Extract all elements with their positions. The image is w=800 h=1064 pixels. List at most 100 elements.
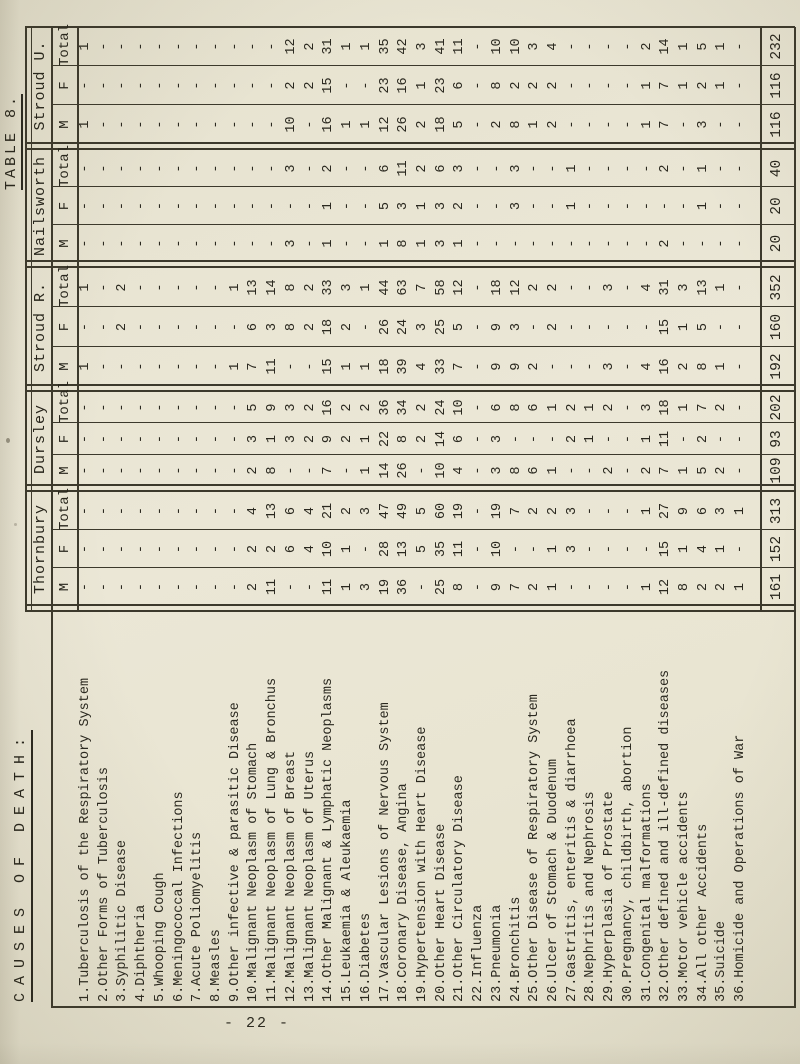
death-count-cell: - [152,239,168,248]
death-count-cell: 2 [639,466,655,475]
death-count-cell: - [733,362,749,371]
death-count-cell: 14 [377,462,393,479]
death-count-cell: 2 [602,403,618,412]
death-count-cell: 3 [283,164,299,173]
death-count-cell: 3 [489,466,505,475]
death-count-cell: - [583,201,599,211]
death-count-cell: - [227,322,243,332]
death-count-cell: - [171,322,187,332]
death-count-cell: 14 [433,430,449,448]
death-count-cell: 1 [677,81,693,90]
death-count-cell: - [190,120,206,129]
death-count-cell: - [115,239,131,248]
death-count-cell: - [190,362,206,371]
sex-column-header: Total [57,144,73,187]
death-count-cell: - [620,42,636,51]
death-count-cell: 1 [546,403,561,412]
cause-row-label: 17.Vascular Lesions of Nervous System [377,702,393,1002]
death-count-cell: 26 [396,116,412,133]
death-count-cell: 8 [396,239,412,248]
death-count-cell: - [340,239,356,248]
death-count-cell: 35 [377,38,393,55]
district-header: Thornbury [32,504,49,595]
death-count-cell: - [209,403,225,412]
death-count-cell: 1 [714,544,730,554]
death-count-cell: - [96,582,112,592]
death-count-cell: 3 [639,403,655,412]
death-count-cell: 2 [695,81,711,90]
death-count-cell: - [471,120,487,129]
death-count-cell: 8 [489,81,505,90]
death-count-cell: - [78,466,93,475]
death-count-cell: - [152,283,168,292]
death-count-cell: - [115,42,131,51]
death-count-cell: 2 [546,322,561,332]
death-count-cell: - [190,434,206,444]
death-count-cell: - [190,81,206,90]
death-count-cell: 10 [321,540,337,558]
death-count-cell: 1 [265,434,281,444]
death-count-cell: 13 [265,502,281,520]
causes-of-death-heading: CAUSES OF DEATH: [12,729,33,1002]
district-sex-total: 40 [769,159,785,178]
death-count-cell: 2 [677,362,693,371]
death-count-cell: - [246,42,262,51]
death-count-cell: 1 [733,582,749,592]
death-count-cell: 1 [714,283,730,292]
death-count-cell: - [209,362,225,371]
death-count-cell: - [471,81,487,90]
death-count-cell: 3 [508,322,524,332]
death-count-cell: - [96,362,112,371]
death-count-cell: 23 [377,77,393,94]
death-count-cell: 2 [414,434,430,444]
death-count-cell: - [209,544,225,554]
death-count-cell: 1 [414,81,430,90]
death-count-cell: - [227,544,243,554]
death-count-cell: 2 [714,582,730,592]
death-count-cell: 11 [265,358,281,375]
death-count-cell: - [152,201,168,211]
death-count-cell: - [171,544,187,554]
death-count-cell: - [190,544,206,554]
death-count-cell: 2 [302,403,318,412]
sex-column-header: Total [57,264,73,307]
death-count-cell: 3 [414,42,430,51]
death-count-cell: 1 [340,362,356,371]
death-count-cell: 2 [527,81,543,90]
death-count-cell: - [677,201,693,211]
death-count-cell: - [283,582,299,592]
death-count-cell: - [714,164,730,173]
death-count-cell: - [115,362,131,371]
death-count-cell: - [302,164,318,173]
death-count-cell: - [78,544,93,554]
death-count-cell: 1 [78,120,93,129]
death-count-cell: - [471,403,487,412]
death-count-cell: - [283,466,299,475]
death-count-cell: 6 [377,164,393,173]
death-count-cell: - [227,201,243,211]
death-count-cell: - [209,239,225,248]
death-count-cell: - [209,506,225,516]
death-count-cell: - [414,466,430,475]
death-count-cell: - [134,42,150,51]
death-count-cell: 4 [452,466,468,475]
death-count-cell: 2 [527,582,543,592]
death-count-cell: - [96,42,112,51]
death-count-cell: 15 [321,77,337,94]
death-count-cell: 3 [508,201,524,211]
table-title: TABLE 8. [3,93,23,190]
death-count-cell: 3 [414,322,430,332]
sex-column-header: M [57,120,73,129]
death-count-cell: 1 [677,544,693,554]
cause-row-label: 7.Acute Poliomyelitis [190,831,206,1002]
death-count-cell: 1 [358,120,374,129]
death-count-cell: - [115,81,131,90]
death-count-cell: - [134,434,150,444]
death-count-cell: - [227,582,243,592]
death-count-cell: 2 [508,81,524,90]
death-count-cell: - [227,506,243,516]
cause-row-label: 5.Whooping Cough [152,872,168,1002]
death-count-cell: - [583,120,599,129]
death-count-cell: - [471,322,487,332]
death-count-cell: 1 [714,362,730,371]
